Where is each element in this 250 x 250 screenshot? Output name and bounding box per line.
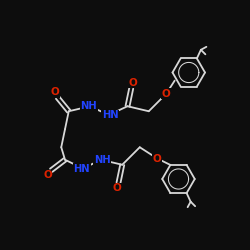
Text: O: O	[113, 183, 122, 193]
Text: O: O	[128, 78, 137, 88]
Text: HN: HN	[74, 164, 90, 173]
Text: NH: NH	[94, 155, 110, 165]
Text: HN: HN	[102, 110, 118, 120]
Text: O: O	[162, 89, 170, 99]
Text: O: O	[50, 87, 59, 97]
Text: O: O	[153, 154, 162, 164]
Text: NH: NH	[80, 101, 97, 111]
Text: O: O	[43, 170, 52, 180]
